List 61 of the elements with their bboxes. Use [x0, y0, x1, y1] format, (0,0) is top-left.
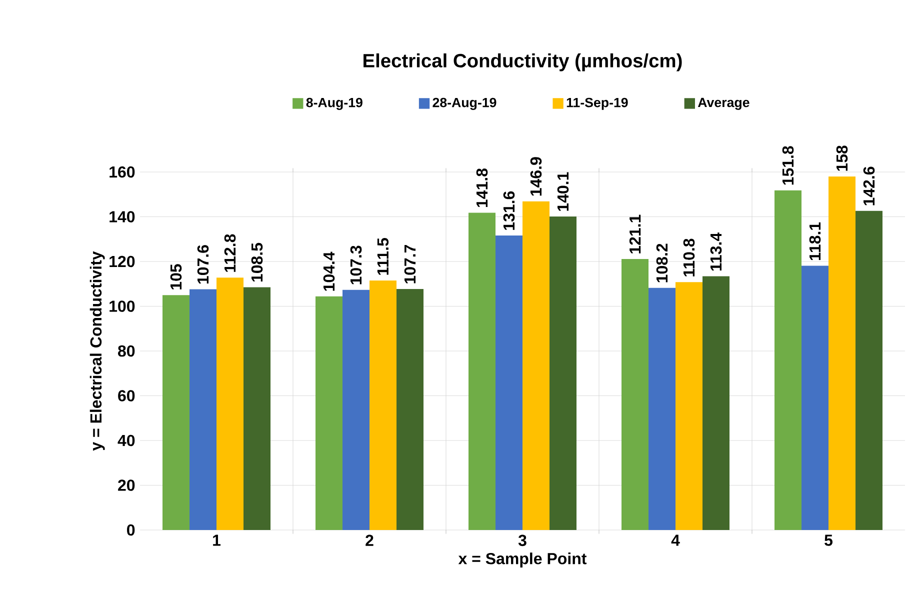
legend-label: Average — [698, 98, 750, 110]
data-label: 110.8 — [683, 238, 695, 276]
bar — [468, 212, 496, 530]
y-tick-label: 60 — [118, 390, 135, 402]
bar — [190, 289, 216, 530]
data-label: 131.6 — [503, 191, 515, 230]
data-label: 118.1 — [809, 222, 821, 260]
bar — [676, 282, 702, 530]
data-label: 146.9 — [530, 157, 542, 196]
y-tick-label: 140 — [110, 211, 135, 222]
bar — [648, 288, 676, 530]
bar — [216, 278, 244, 530]
x-tick-label: 5 — [824, 534, 832, 546]
bar — [396, 289, 424, 530]
y-tick-label: 120 — [110, 256, 135, 268]
data-label: 158 — [836, 146, 848, 171]
data-label: 111.5 — [377, 238, 389, 275]
data-label: 107.7 — [404, 244, 416, 284]
y-tick-label: 40 — [118, 434, 135, 446]
legend-label: 28-Aug-19 — [432, 98, 496, 110]
data-label: 141.8 — [476, 168, 488, 208]
x-tick-label: 4 — [671, 534, 680, 546]
legend-label: 8-Aug-19 — [306, 98, 362, 110]
bar — [244, 287, 271, 530]
bar — [496, 236, 522, 530]
bar — [622, 259, 649, 530]
chart-title: Electrical Conductivity (µmhos/cm) — [364, 53, 682, 72]
data-label: 107.6 — [197, 245, 209, 284]
bar — [802, 266, 828, 530]
data-label: 140.1 — [557, 172, 569, 211]
x-axis-title: x = Sample Point — [458, 552, 587, 568]
x-tick-label: 1 — [213, 534, 220, 546]
bar — [856, 210, 882, 530]
y-tick-label: 100 — [110, 300, 135, 312]
data-label: 112.8 — [224, 234, 236, 272]
bar — [162, 295, 190, 530]
data-label: 113.4 — [710, 232, 722, 271]
y-tick-label: 80 — [118, 345, 135, 357]
bar — [342, 290, 370, 530]
y-tick-label: 20 — [118, 480, 135, 491]
bar — [702, 276, 730, 530]
bar — [522, 201, 550, 530]
bar — [370, 280, 396, 530]
data-label: 142.6 — [863, 166, 875, 206]
bar — [828, 176, 856, 530]
y-axis-title: y = Electrical Conductivity — [90, 251, 105, 451]
bar — [316, 296, 343, 530]
bar — [774, 190, 802, 530]
legend-label: 11-Sep-19 — [566, 98, 628, 110]
x-tick-label: 3 — [518, 534, 526, 546]
data-label: 121.1 — [629, 214, 641, 254]
data-label: 105 — [170, 264, 182, 290]
data-label: 108.2 — [656, 244, 668, 282]
data-label: 151.8 — [782, 146, 794, 185]
bar — [550, 216, 576, 530]
x-tick-label: 2 — [366, 534, 374, 546]
data-label: 107.3 — [350, 246, 362, 284]
y-tick-label: 160 — [110, 166, 135, 178]
y-tick-label: 0 — [127, 524, 135, 536]
data-label: 108.5 — [251, 242, 263, 282]
data-label: 104.4 — [323, 252, 335, 291]
